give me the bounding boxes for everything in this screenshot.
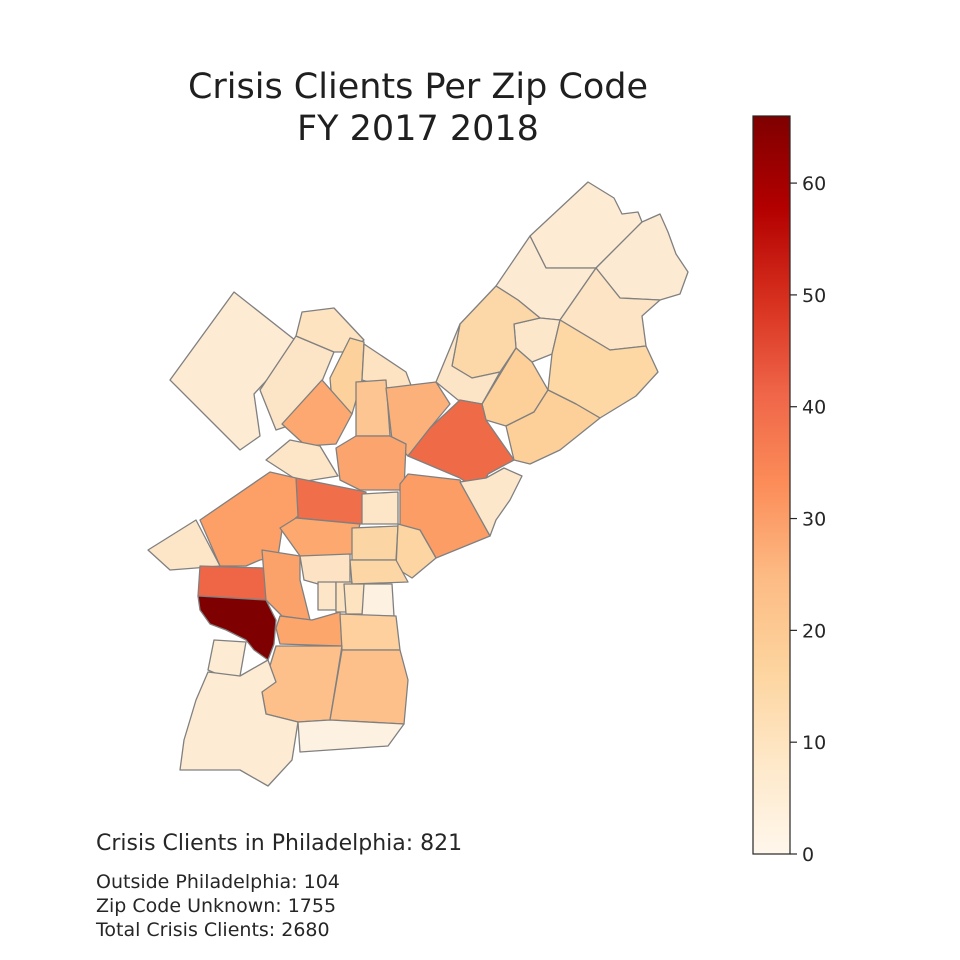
zip-region (459, 467, 523, 537)
stat-outside: Outside Philadelphia: 104 (96, 871, 340, 893)
zip-region (329, 649, 409, 725)
zip-region (335, 435, 407, 491)
colorbar-tick-label: 40 (802, 397, 826, 419)
stat-philadelphia: Crisis Clients in Philadelphia: 821 (96, 831, 463, 856)
colorbar-tick-label: 60 (802, 173, 826, 195)
zip-region (179, 659, 299, 787)
zip-region (169, 291, 301, 451)
stats-panel: Crisis Clients in Philadelphia: 821 Outs… (96, 830, 462, 942)
stat-unknown: Zip Code Unknown: 1755 (96, 895, 337, 917)
zip-region (505, 389, 601, 465)
zip-region (199, 471, 299, 567)
colorbar-tick-label: 30 (802, 509, 826, 531)
stat-total: Total Crisis Clients: 2680 (96, 919, 330, 941)
zip-region (295, 307, 365, 353)
colorbar-tick-label: 10 (802, 732, 826, 754)
zip-region (297, 719, 405, 753)
title-line-2: FY 2017 2018 (297, 109, 539, 149)
title-line-1: Crisis Clients Per Zip Code (187, 67, 649, 107)
colorbar-tick-label: 20 (802, 620, 826, 642)
map-title: Crisis Clients Per Zip Code FY 2017 2018 (118, 66, 718, 150)
zip-region (349, 559, 409, 585)
colorbar-gradient (752, 115, 791, 855)
colorbar-tick-label: 50 (802, 285, 826, 307)
colorbar-tick-label: 0 (802, 844, 814, 866)
zip-region (197, 595, 277, 661)
